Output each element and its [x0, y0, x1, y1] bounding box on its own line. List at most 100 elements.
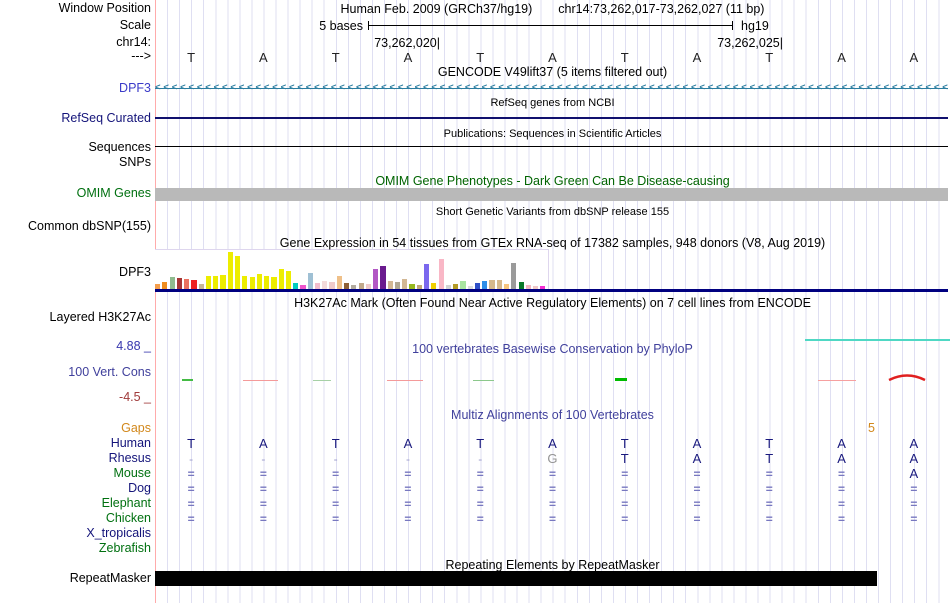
strand-arrow-icon: < [917, 82, 923, 93]
gtex-bar [445, 285, 451, 289]
multiz-row-mouse[interactable]: = = = = = = = = = = A [155, 467, 950, 482]
multiz-row-dog[interactable]: = = = = = = = = = = = [155, 482, 950, 497]
h3k27ac-track-label[interactable]: Layered H3K27Ac [49, 310, 151, 324]
publications-track-label[interactable]: Sequences [88, 140, 151, 154]
strand-arrow-icon: < [171, 82, 178, 93]
omim-track-label[interactable]: OMIM Genes [76, 186, 151, 200]
gtex-bar [314, 283, 321, 289]
multiz-species-label-rhesus[interactable]: Rhesus [108, 451, 151, 465]
multiz-species-label-dog[interactable]: Dog [128, 481, 151, 495]
strand-arrow-icon: < [883, 82, 890, 93]
multiz-species-label-x_tropicalis[interactable]: X_tropicalis [86, 526, 151, 540]
coord-tick-1: 73,262,020| [374, 36, 440, 50]
gencode-gene-strand-arrows[interactable]: < < < < < < < < < < < < < < < < < < < < < < < < < < < < < < < < < < < < < < < <… [155, 82, 948, 94]
refseq-track-header[interactable]: RefSeq genes from NCBI [490, 97, 615, 109]
multiz-species-label-chicken[interactable]: Chicken [105, 511, 151, 525]
multiz-species-label-elephant[interactable]: Elephant [101, 496, 151, 510]
repeatmasker-element-bar[interactable] [155, 571, 877, 586]
multiz-cell: T [620, 451, 629, 466]
omim-track-header[interactable]: OMIM Gene Phenotypes - Dark Green Can Be… [375, 174, 730, 188]
h3k27ac-track-header[interactable]: H3K27Ac Mark (Often Found Near Active Re… [294, 296, 811, 310]
multiz-cell: = [259, 482, 267, 496]
multiz-cell: A [548, 436, 557, 451]
gtex-bar [300, 285, 306, 289]
strand-arrow-icon: < [548, 82, 555, 93]
strand-arrow-icon: < [866, 82, 873, 93]
refseq-gene-bar[interactable] [155, 117, 948, 119]
conservation-track-label[interactable]: 100 Vert. Cons [68, 365, 151, 379]
multiz-cell: = [332, 512, 340, 526]
scale-value: 5 bases [319, 19, 363, 33]
strand-arrow-icon: < [749, 82, 756, 93]
h3k27ac-signal-line[interactable] [805, 339, 950, 341]
multiz-gaps-label[interactable]: Gaps [121, 421, 151, 435]
gtex-track-label[interactable]: DPF3 [119, 265, 151, 279]
multiz-row-chicken[interactable]: = = = = = = = = = = = [155, 512, 950, 527]
gtex-track-header[interactable]: Gene Expression in 54 tissues from GTEx … [279, 236, 826, 250]
multiz-cell: A [909, 451, 919, 466]
strand-arrow-icon: < [280, 82, 287, 93]
strand-arrow-icon: < [431, 82, 437, 93]
dbsnp-track-header[interactable]: Short Genetic Variants from dbSNP releas… [435, 206, 670, 218]
gtex-bar [496, 280, 502, 289]
strand-arrow-icon: < [414, 82, 421, 93]
strand-arrow-icon: < [691, 82, 697, 93]
multiz-cell: T [187, 436, 196, 451]
gtex-bar [155, 284, 161, 289]
omim-gene-bar[interactable] [155, 188, 948, 201]
strand-arrow-icon: < [263, 82, 270, 93]
multiz-species-label-human[interactable]: Human [110, 436, 151, 450]
gencode-track-label[interactable]: DPF3 [119, 81, 151, 95]
multiz-cell: A [909, 436, 919, 451]
multiz-row-elephant[interactable]: = = = = = = = = = = = [155, 497, 950, 512]
strand-arrow-icon: < [774, 82, 781, 93]
dbsnp-track-label[interactable]: Common dbSNP(155) [28, 219, 151, 233]
multiz-gap-size: 5 [868, 421, 875, 435]
multiz-row-zebrafish[interactable] [155, 542, 950, 557]
conservation-track-header[interactable]: 100 vertebrates Basewise Conservation by… [412, 342, 693, 356]
snps-track-label[interactable]: SNPs [119, 155, 151, 169]
gtex-expression-barchart[interactable] [155, 249, 548, 289]
coord-tick-2: 73,262,025| [717, 36, 783, 50]
multiz-cell: A [403, 436, 413, 451]
strand-arrow-icon: < [490, 82, 496, 93]
strand-arrow-icon: < [339, 82, 345, 93]
strand-arrow-icon: < [933, 82, 940, 93]
multiz-track-header[interactable]: Multiz Alignments of 100 Vertebrates [451, 408, 654, 422]
multiz-cell: = [693, 497, 701, 511]
gtex-bar [344, 283, 350, 289]
gtex-bar [460, 281, 466, 289]
publications-track-header[interactable]: Publications: Sequences in Scientific Ar… [443, 128, 662, 140]
multiz-species-label-mouse[interactable]: Mouse [113, 466, 151, 480]
gtex-bar [533, 286, 539, 289]
strand-arrow-icon: < [892, 82, 898, 93]
gtex-bar [511, 263, 517, 289]
refseq-track-label[interactable]: RefSeq Curated [61, 111, 151, 125]
strand-arrow-icon: < [925, 82, 932, 93]
multiz-species-label-zebrafish[interactable]: Zebrafish [98, 541, 151, 555]
multiz-cell: = [621, 512, 629, 526]
gencode-track-header[interactable]: GENCODE V49lift37 (5 items filtered out) [437, 65, 668, 79]
strand-arrow-icon: < [188, 82, 195, 93]
base-letter: T [331, 50, 340, 65]
conservation-segment [387, 380, 423, 381]
repeatmasker-track-label[interactable]: RepeatMasker [69, 571, 151, 585]
multiz-row-x_tropicalis[interactable] [155, 527, 950, 542]
multiz-cell: - [189, 452, 194, 466]
strand-arrow-icon: < [724, 82, 731, 93]
position-title: chr14:73,262,017-73,262,027 (11 bp) [558, 2, 765, 16]
strand-arrow-icon: < [456, 82, 463, 93]
multiz-cell: = [476, 497, 484, 511]
strand-arrow-icon: < [640, 82, 647, 93]
gtex-bar [431, 283, 437, 289]
publications-item-bar[interactable] [155, 146, 948, 147]
gtex-bar [198, 284, 204, 289]
repeatmasker-track-header[interactable]: Repeating Elements by RepeatMasker [445, 558, 660, 572]
strand-arrow-icon: < [732, 82, 739, 93]
strand-arrow-icon: < [833, 82, 839, 93]
strand-arrow-icon: < [799, 82, 806, 93]
strand-arrow-icon: < [758, 82, 764, 93]
